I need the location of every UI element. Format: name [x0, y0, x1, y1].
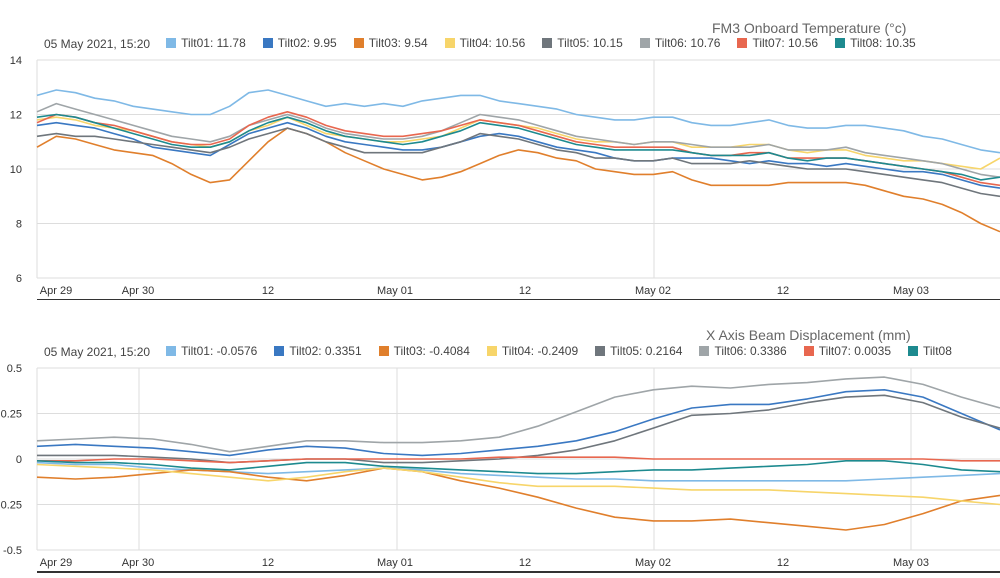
displacement-series-tilt05[interactable] — [37, 394, 1000, 464]
temperature-x-tick-label: 12 — [262, 285, 274, 297]
temperature-y-tick-label: 12 — [10, 110, 22, 122]
displacement-y-tick-label: 0.25 — [1, 409, 22, 421]
legend-label: Tilt02: 9.95 — [277, 36, 337, 50]
temperature-x-tick-label: May 02 — [635, 285, 671, 297]
displacement-series-tilt03[interactable] — [36, 467, 1000, 531]
legend-label: Tilt03: 9.54 — [368, 36, 428, 50]
legend-swatch — [835, 38, 846, 48]
legend-swatch — [166, 38, 177, 48]
legend-item-tilt07[interactable]: Tilt07: 10.56 — [737, 36, 818, 50]
temperature-y-tick-label: 10 — [10, 164, 22, 176]
displacement-legend: 05 May 2021, 15:20 Tilt01: -0.0576 Tilt02… — [44, 344, 969, 359]
legend-item-tilt02[interactable]: Tilt02: 9.95 — [262, 36, 337, 50]
legend-label: Tilt05: 0.2164 — [610, 344, 683, 358]
displacement-series-tilt02[interactable] — [36, 389, 1000, 457]
legend-item-tilt06[interactable]: Tilt06: 0.3386 — [699, 344, 787, 358]
legend-label: Tilt04: -0.2409 — [501, 344, 579, 358]
legend-label: Tilt08 — [923, 344, 952, 358]
legend-item-tilt08[interactable]: Tilt08: 10.35 — [835, 36, 916, 50]
legend-item-tilt06[interactable]: Tilt06: 10.76 — [639, 36, 721, 50]
displacement-y-tick-label: -0.5 — [3, 545, 22, 557]
legend-item-tilt07[interactable]: Tilt07: 0.0035 — [803, 344, 891, 358]
legend-swatch — [444, 38, 455, 48]
displacement-series-tilt01[interactable] — [36, 461, 1000, 482]
legend-swatch — [262, 38, 273, 48]
displacement-chart-panel: X Axis Beam Displacement (mm) 05 May 202… — [0, 300, 1000, 578]
legend-label: Tilt03: -0.4084 — [393, 344, 470, 358]
legend-swatch — [803, 346, 814, 356]
legend-swatch — [378, 346, 389, 356]
temperature-series-tilt08[interactable] — [36, 113, 1000, 181]
legend-label: Tilt06: 0.3386 — [714, 344, 787, 358]
displacement-series-tilt07[interactable] — [37, 456, 1000, 464]
legend-item-tilt03[interactable]: Tilt03: 9.54 — [353, 36, 428, 50]
displacement-y-tick-label: 0.5 — [7, 363, 22, 375]
legend-label: Tilt01: -0.0576 — [181, 344, 258, 358]
temperature-legend: 05 May 2021, 15:20 Tilt01: 11.78 Tilt02: … — [44, 36, 933, 51]
legend-item-tilt04[interactable]: Tilt04: -0.2409 — [486, 344, 579, 358]
legend-swatch — [908, 346, 918, 356]
legend-swatch — [595, 346, 606, 356]
legend-swatch — [166, 346, 177, 356]
displacement-x-tick-label: May 01 — [377, 557, 413, 569]
displacement-y-tick-label: -0.25 — [0, 500, 22, 512]
displacement-x-tick-label: 12 — [262, 557, 274, 569]
legend-label: Tilt01: 11.78 — [181, 36, 246, 50]
temperature-x-tick-label: 12 — [519, 285, 531, 297]
legend-label: Tilt04: 10.56 — [459, 36, 526, 50]
legend-label: Tilt02: 0.3351 — [289, 344, 362, 358]
temperature-y-tick-label: 8 — [16, 219, 22, 231]
legend-item-tilt08[interactable]: Tilt08 — [908, 344, 952, 358]
legend-label: Tilt07: 0.0035 — [818, 344, 891, 358]
temperature-series-tilt06[interactable] — [36, 102, 1000, 178]
temperature-y-tick-label: 6 — [16, 273, 22, 285]
legend-label: Tilt07: 10.56 — [752, 36, 819, 50]
legend-item-tilt05[interactable]: Tilt05: 10.15 — [542, 36, 623, 50]
displacement-x-tick-label: 12 — [777, 557, 789, 569]
temperature-chart-panel: FM3 Onboard Temperature (°c) 05 May 2021… — [0, 0, 1000, 300]
legend-item-tilt01[interactable]: Tilt01: 11.78 — [166, 36, 246, 50]
temperature-x-tick-label: May 01 — [377, 285, 413, 297]
displacement-series-tilt04[interactable] — [36, 463, 1000, 506]
displacement-plot[interactable]: 0.5 0.25 0 -0.25 -0.5 Apr 29 Apr 30 12 May 01 12 M… — [0, 300, 1000, 578]
legend-item-tilt01[interactable]: Tilt01: -0.0576 — [166, 344, 257, 358]
temperature-series-tilt01[interactable] — [36, 89, 1000, 154]
temperature-plot[interactable]: 14 12 10 8 6 Apr 29 Apr 30 12 May 01 12 May 02 12 Ma… — [0, 0, 1000, 300]
legend-item-tilt05[interactable]: Tilt05: 0.2164 — [595, 344, 682, 358]
displacement-series-tilt06[interactable] — [36, 376, 1000, 453]
temperature-x-tick-label: May 03 — [893, 285, 929, 297]
temperature-y-tick-label: 14 — [10, 55, 22, 67]
legend-item-tilt03[interactable]: Tilt03: -0.4084 — [378, 344, 470, 358]
temperature-gridlines — [36, 59, 1000, 279]
legend-label: Tilt08: 10.35 — [850, 36, 916, 50]
displacement-chart-title: X Axis Beam Displacement (mm) — [706, 327, 911, 343]
displacement-x-tick-label: May 03 — [893, 557, 929, 569]
temperature-x-tick-label: Apr 29 — [40, 285, 72, 297]
legend-label: Tilt06: 10.76 — [654, 36, 721, 50]
displacement-x-tick-label: Apr 29 — [40, 557, 72, 569]
legend-swatch — [486, 346, 497, 356]
legend-swatch — [353, 38, 364, 48]
displacement-x-tick-label: May 02 — [635, 557, 671, 569]
displacement-x-tick-label: 12 — [519, 557, 531, 569]
temperature-series-tilt03[interactable] — [36, 127, 1000, 233]
legend-item-tilt02[interactable]: Tilt02: 0.3351 — [274, 344, 362, 358]
displacement-x-tick-label: Apr 30 — [122, 557, 154, 569]
legend-swatch — [542, 38, 553, 48]
displacement-y-tick-label: 0 — [16, 454, 22, 466]
legend-swatch — [639, 38, 650, 48]
legend-swatch — [737, 38, 748, 48]
temperature-x-tick-label: Apr 30 — [122, 285, 154, 297]
legend-swatch — [274, 346, 285, 356]
temperature-chart-title: FM3 Onboard Temperature (°c) — [712, 20, 907, 36]
legend-swatch — [699, 346, 710, 356]
displacement-legend-timestamp: 05 May 2021, 15:20 — [44, 344, 151, 359]
temperature-legend-timestamp: 05 May 2021, 15:20 — [44, 36, 151, 51]
legend-item-tilt04[interactable]: Tilt04: 10.56 — [444, 36, 526, 50]
temperature-x-tick-label: 12 — [777, 285, 789, 297]
displacement-series-tilt08[interactable] — [36, 460, 1000, 475]
legend-label: Tilt05: 10.15 — [557, 36, 623, 50]
temperature-series-tilt02[interactable] — [36, 121, 1000, 189]
temperature-series-tilt05[interactable] — [36, 127, 1000, 198]
